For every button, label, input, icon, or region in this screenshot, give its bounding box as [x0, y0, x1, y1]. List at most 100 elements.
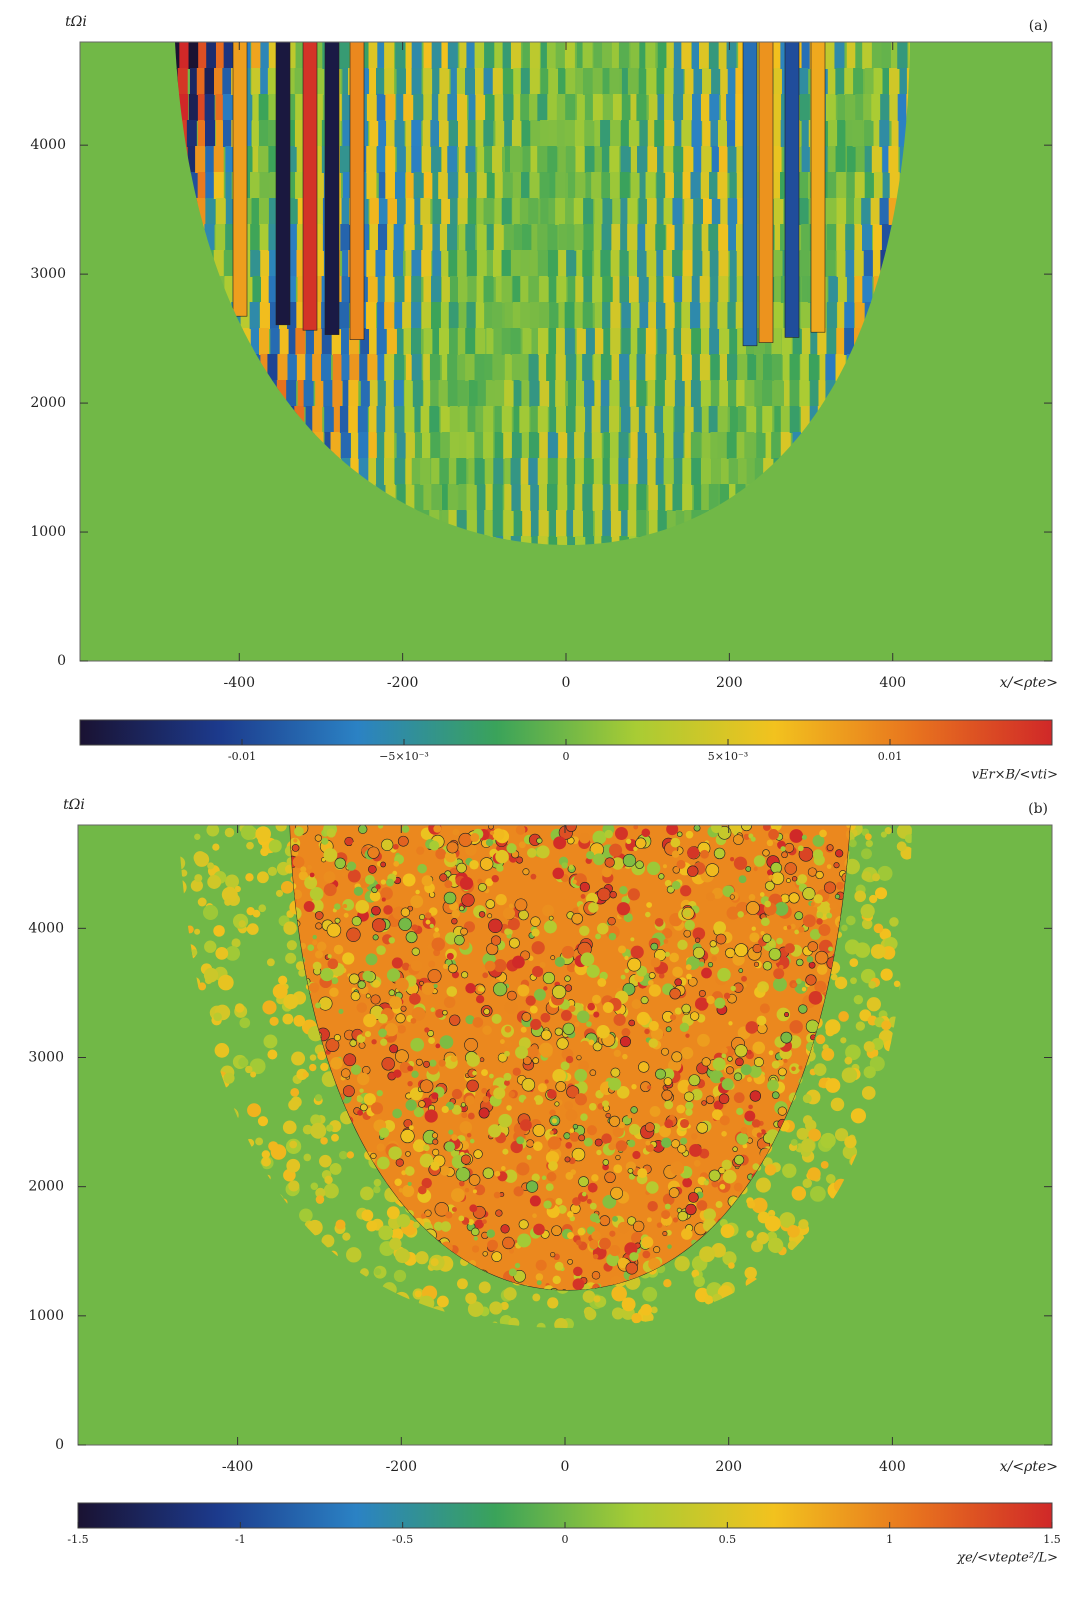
core-blob: [773, 977, 787, 992]
field-cell: [259, 172, 270, 199]
core-blob: [565, 825, 577, 832]
core-blob: [662, 864, 667, 869]
core-blob: [616, 1086, 630, 1099]
field-cell: [215, 224, 226, 251]
core-blob: [545, 1183, 554, 1192]
field-cell: [627, 510, 638, 537]
field-cell: [692, 224, 703, 251]
field-cell: [709, 302, 720, 329]
field-cell: [646, 250, 657, 277]
field-cell: [594, 146, 605, 173]
field-cell: [609, 432, 620, 459]
field-cell: [477, 146, 488, 173]
field-cell: [655, 224, 666, 251]
field-cell: [657, 328, 668, 355]
field-cell: [339, 42, 350, 69]
field-cell: [837, 120, 848, 147]
field-cell: [837, 94, 848, 121]
field-cell: [771, 120, 782, 147]
field-cell: [196, 68, 207, 95]
field-blob: [246, 926, 253, 933]
field-blob: [844, 858, 860, 875]
field-cell: [594, 328, 605, 355]
field-cell: [402, 302, 413, 329]
field-cell: [585, 172, 596, 199]
core-blob: [421, 1177, 432, 1189]
field-cell: [513, 94, 524, 121]
field-cell: [780, 432, 791, 459]
core-blob: [633, 846, 638, 852]
field-cell: [494, 94, 505, 121]
field-cell: [673, 94, 684, 121]
core-blob: [563, 1132, 571, 1140]
field-cell: [647, 146, 658, 173]
core-blob: [465, 983, 476, 994]
core-blob: [801, 834, 807, 840]
field-cell: [513, 380, 524, 407]
field-cell: [359, 354, 370, 381]
field-cell: [666, 354, 677, 381]
core-blob: [435, 1043, 441, 1049]
field-blob: [268, 839, 282, 853]
field-cell: [654, 406, 665, 433]
field-cell: [873, 68, 884, 95]
core-blob: [733, 1182, 743, 1192]
field-cell: [637, 458, 648, 485]
field-cell: [285, 276, 296, 303]
field-cell: [403, 94, 414, 121]
core-blob: [572, 1123, 579, 1130]
field-cell: [601, 172, 612, 199]
field-blob: [246, 907, 255, 916]
field-cell: [510, 458, 521, 485]
core-blob: [318, 996, 333, 1011]
core-blob: [371, 1039, 377, 1045]
core-blob: [315, 922, 323, 930]
field-cell: [702, 198, 713, 225]
core-blob: [543, 1285, 554, 1290]
field-cell: [312, 354, 323, 381]
field-cell: [600, 406, 611, 433]
field-cell: [242, 276, 253, 303]
core-blob: [552, 1069, 566, 1083]
field-cell: [621, 68, 632, 95]
core-blob: [776, 937, 783, 945]
field-cell: [178, 94, 189, 121]
field-blob: [298, 968, 307, 977]
field-cell: [484, 510, 495, 537]
field-blob: [764, 1164, 777, 1176]
field-cell: [287, 172, 298, 199]
core-blob: [481, 1069, 488, 1077]
field-cell: [494, 42, 505, 69]
field-cell: [836, 250, 847, 277]
field-cell: [250, 328, 261, 355]
core-blob: [648, 984, 662, 997]
field-cell: [627, 68, 638, 95]
field-cell: [358, 432, 369, 459]
core-blob: [518, 909, 529, 921]
field-blob: [323, 1183, 339, 1199]
core-blob: [791, 1066, 796, 1072]
core-blob: [637, 1168, 648, 1179]
field-cell: [431, 302, 442, 329]
core-blob: [566, 1085, 580, 1099]
field-blob: [861, 848, 872, 860]
field-cell: [873, 120, 884, 147]
field-cell: [179, 120, 190, 147]
field-blob: [642, 1286, 658, 1302]
field-cell: [774, 380, 785, 407]
field-blob: [224, 898, 232, 906]
core-blob: [371, 886, 378, 894]
core-blob: [662, 1231, 668, 1237]
field-cell: [439, 224, 450, 251]
field-cell: [405, 484, 416, 511]
turbulence-field: [175, 42, 910, 545]
core-blob: [376, 1089, 383, 1097]
field-cell: [774, 224, 785, 251]
core-blob: [495, 893, 507, 906]
field-cell: [474, 458, 485, 485]
field-blob: [813, 1063, 827, 1076]
field-blob: [288, 1099, 300, 1111]
field-cell: [396, 94, 407, 121]
field-cell: [558, 68, 569, 95]
core-blob: [340, 1068, 351, 1079]
